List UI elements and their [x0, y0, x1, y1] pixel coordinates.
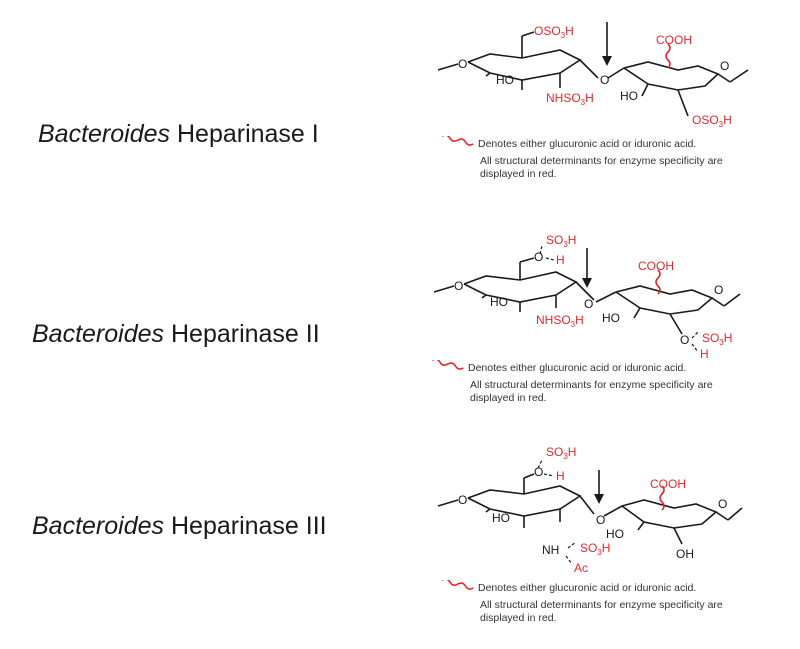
ho-left-3: HO: [492, 511, 510, 525]
nhso3h-2: NHSO3H: [536, 313, 584, 329]
glycosidic-oxygen-1: O: [600, 73, 609, 87]
ring-oxygen-right-1: O: [720, 59, 729, 73]
cleavage-arrow-icon: [594, 494, 604, 504]
wavy-legend-icon: [441, 136, 474, 146]
sugar-oxygen-bottom-2: O: [680, 333, 689, 347]
heparinase-i-panel: Bacteroides Heparinase I O O: [0, 0, 800, 210]
glycosidic-oxygen-2: O: [584, 297, 593, 311]
enzyme-label-heparinase-iii: Bacteroides Heparinase III: [32, 512, 327, 541]
genus-name: Bacteroides: [32, 512, 165, 540]
h-bottom-2: H: [700, 347, 709, 361]
genus-name: Bacteroides: [38, 120, 171, 148]
nhso3h-1: NHSO3H: [546, 91, 594, 107]
wavy-note: Denotes either glucuronic acid or iduron…: [468, 362, 687, 374]
ring-oxygen-left-2: O: [454, 279, 463, 293]
wavy-bond-icon: [659, 485, 665, 511]
enzyme-name: Heparinase II: [170, 320, 320, 348]
heparinase-iii-panel: Bacteroides Heparinase III: [0, 430, 800, 649]
ho-left-1: HO: [496, 73, 514, 87]
heparinase-i-structure: O OSO3H HO NHSO3H O COOH HO OSO3H O: [437, 22, 749, 129]
legend-row: Denotes either glucuronic acid or iduron…: [440, 580, 770, 595]
genus-name: Bacteroides: [32, 320, 165, 348]
nh-3: NH: [542, 543, 559, 557]
red-note: All structural determinants for enzyme s…: [480, 599, 723, 624]
legend-row: Denotes either glucuronic acid or iduron…: [430, 360, 760, 375]
oso3h-bottom-1: OSO3H: [692, 113, 732, 129]
heparinase-ii-structure: O O SO3H H HO NHSO3H O COOH HO O SO3H H …: [433, 233, 741, 361]
ho-right-3: HO: [606, 527, 624, 541]
wavy-note: Denotes either glucuronic acid or iduron…: [478, 582, 697, 594]
wavy-bond-icon: [665, 43, 671, 69]
sugar-oxygen-2: O: [534, 250, 543, 264]
ring-oxygen-right-2: O: [714, 283, 723, 297]
enzyme-label-heparinase-i: Bacteroides Heparinase I: [38, 120, 319, 149]
enzyme-name: Heparinase I: [176, 120, 319, 148]
cleavage-arrow-icon: [602, 56, 612, 66]
wavy-note: Denotes either glucuronic acid or iduron…: [478, 138, 697, 150]
ring-oxygen-left-3: O: [458, 493, 467, 507]
ho-right-2: HO: [602, 311, 620, 325]
enzyme-name: Heparinase III: [170, 512, 327, 540]
ac-3: Ac: [574, 561, 588, 575]
ho-left-2: HO: [490, 295, 508, 309]
so3h-top-3: SO3H: [546, 445, 576, 461]
ring-oxygen-right-3: O: [718, 497, 727, 511]
red-note: All structural determinants for enzyme s…: [480, 155, 723, 180]
wavy-legend-icon: [441, 580, 474, 590]
heparinase-ii-panel: Bacteroides Heparinase II: [0, 210, 800, 430]
so3h-top-2: SO3H: [546, 233, 576, 249]
caption-heparinase-iii: Denotes either glucuronic acid or iduron…: [440, 580, 770, 625]
enzyme-label-heparinase-ii: Bacteroides Heparinase II: [32, 320, 320, 349]
legend-row: Denotes either glucuronic acid or iduron…: [440, 136, 770, 151]
sugar-oxygen-3: O: [534, 465, 543, 479]
oso3h-top-1: OSO3H: [534, 24, 574, 40]
h-top-3: H: [556, 469, 565, 483]
h-top-2: H: [556, 253, 565, 267]
caption-heparinase-i: Denotes either glucuronic acid or iduron…: [440, 136, 770, 181]
caption-heparinase-ii: Denotes either glucuronic acid or iduron…: [430, 360, 760, 405]
cleavage-arrow-icon: [582, 278, 592, 288]
cooh-3: COOH: [650, 477, 686, 491]
oh-bottom-3: OH: [676, 547, 694, 561]
heparinase-iii-structure: O O SO3H H HO NH SO3H Ac O COOH HO OH O: [437, 445, 743, 575]
so3h-nh-3: SO3H: [580, 541, 610, 557]
wavy-bond-icon: [655, 269, 661, 295]
cooh-2: COOH: [638, 259, 674, 273]
glycosidic-oxygen-3: O: [596, 513, 605, 527]
ring-oxygen-left-1: O: [458, 57, 467, 71]
so3h-bottom-2: SO3H: [702, 331, 732, 347]
cooh-1: COOH: [656, 33, 692, 47]
red-note: All structural determinants for enzyme s…: [470, 379, 713, 404]
ho-right-1: HO: [620, 89, 638, 103]
wavy-legend-icon: [431, 360, 464, 370]
